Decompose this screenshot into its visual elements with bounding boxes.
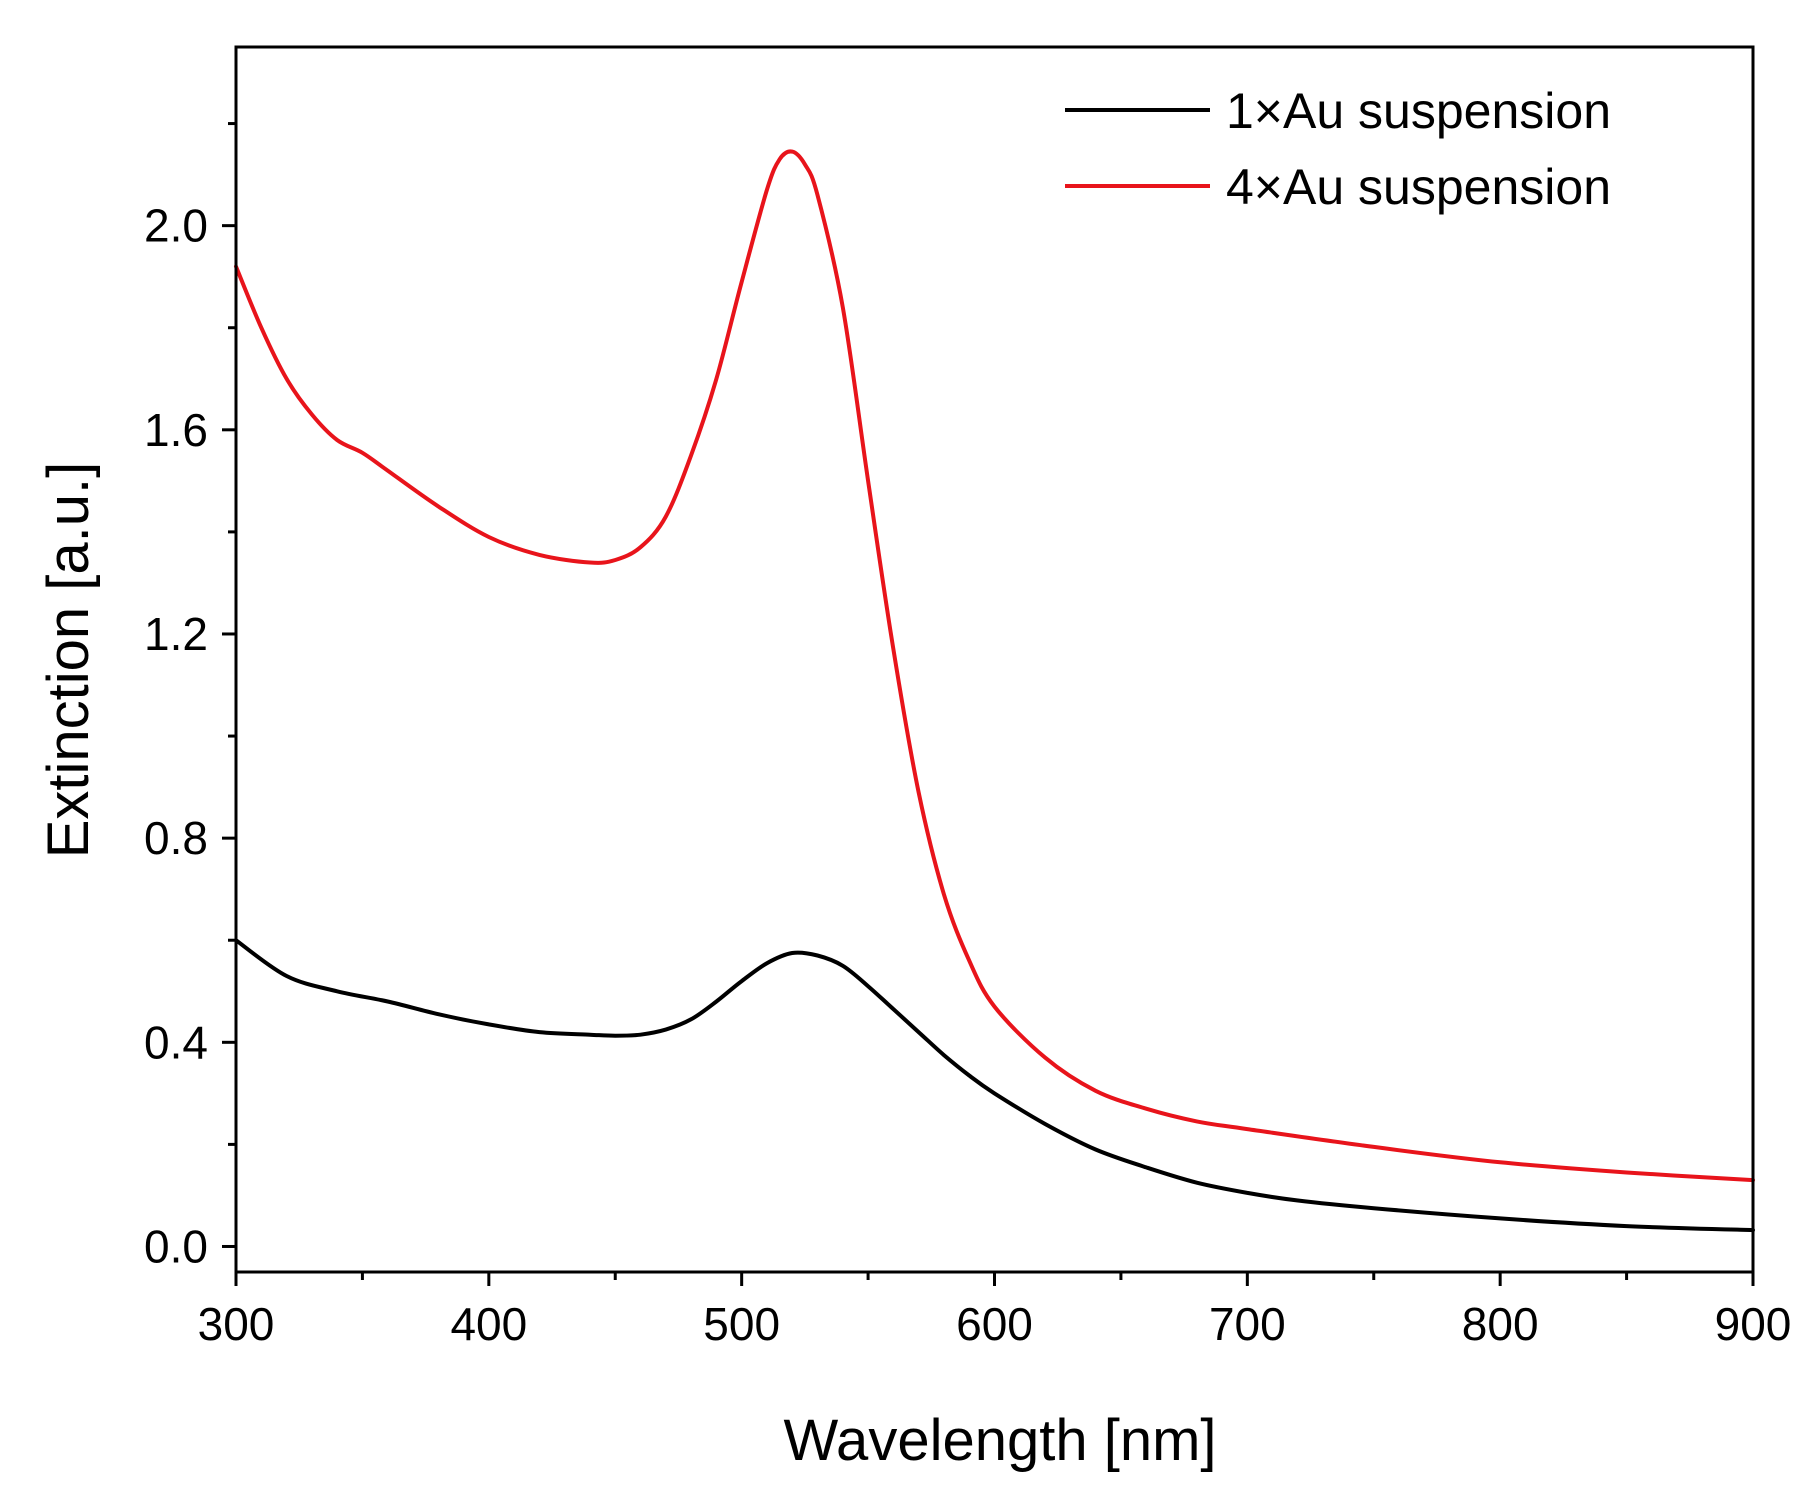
series-line-1 (234, 938, 1755, 1233)
series-layer (234, 149, 1755, 1233)
x-tick-label: 800 (1462, 1298, 1539, 1350)
x-tick-labels: 300 400 500 600 700 800 900 (198, 1298, 1792, 1350)
x-axis-title: Wavelength [nm] (783, 1408, 1216, 1473)
legend-label-2: 4×Au suspension (1226, 159, 1611, 215)
y-tick-label: 0.0 (144, 1220, 208, 1272)
x-tick-label: 500 (703, 1298, 780, 1350)
major-ticks (222, 224, 1755, 1286)
x-tick-label: 300 (198, 1298, 275, 1350)
y-axis-title: Extinction [a.u.] (36, 462, 101, 859)
plot-frame (234, 45, 1755, 1274)
series-line-2 (234, 149, 1755, 1183)
y-tick-label: 0.4 (144, 1016, 208, 1068)
y-tick-label: 0.8 (144, 812, 208, 864)
y-tick-label: 1.2 (144, 608, 208, 660)
y-tick-labels: 0.0 0.4 0.8 1.2 1.6 2.0 (144, 200, 208, 1273)
x-tick-label: 900 (1715, 1298, 1792, 1350)
x-tick-label: 400 (450, 1298, 527, 1350)
x-tick-label: 600 (956, 1298, 1033, 1350)
legend: 1×Au suspension 4×Au suspension (1065, 83, 1611, 215)
y-tick-label: 2.0 (144, 200, 208, 252)
legend-label-1: 1×Au suspension (1226, 83, 1611, 139)
x-tick-label: 700 (1209, 1298, 1286, 1350)
y-tick-label: 1.6 (144, 404, 208, 456)
